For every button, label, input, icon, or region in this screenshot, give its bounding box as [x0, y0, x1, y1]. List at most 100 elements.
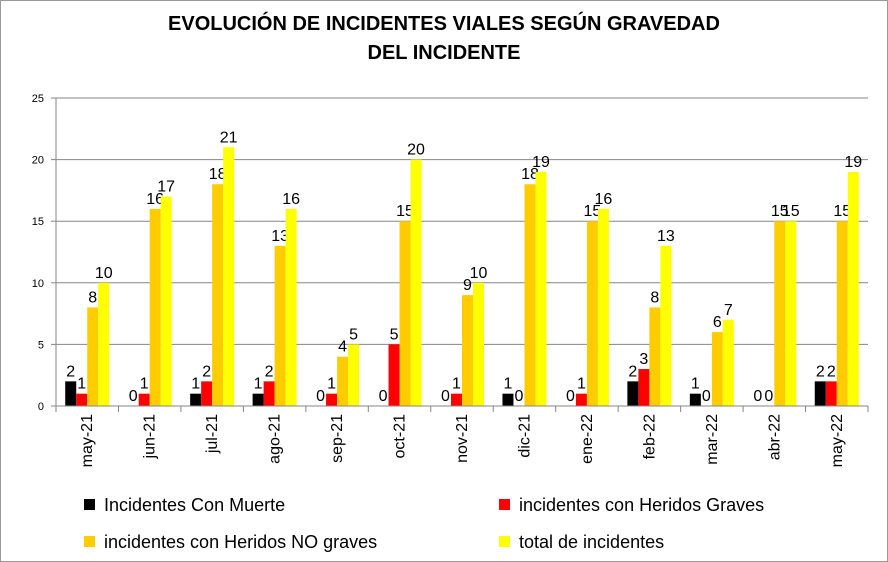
- x-tick-label: jun-21: [142, 414, 159, 460]
- bar: [388, 344, 400, 406]
- bar: [65, 381, 77, 406]
- data-label: 1: [191, 376, 200, 393]
- x-tick-label: jul-21: [204, 414, 221, 454]
- bar: [76, 393, 88, 406]
- data-label: 13: [657, 228, 675, 245]
- data-label: 19: [532, 154, 550, 171]
- bar: [535, 171, 547, 406]
- bar: [138, 393, 150, 406]
- x-tick-label: sep-21: [329, 414, 346, 463]
- data-label: 13: [271, 228, 289, 245]
- bar: [836, 221, 848, 406]
- bar: [502, 393, 514, 406]
- data-label: 0: [753, 388, 762, 405]
- bar: [638, 369, 650, 406]
- data-label: 2: [265, 363, 274, 380]
- data-label: 0: [129, 388, 138, 405]
- bar: [473, 282, 484, 406]
- data-label: 7: [724, 302, 733, 319]
- bar: [160, 196, 172, 406]
- bar: [223, 147, 235, 406]
- data-label: 0: [515, 388, 524, 405]
- data-label: 3: [639, 351, 648, 368]
- data-label: 0: [764, 388, 773, 405]
- data-label: 1: [452, 376, 461, 393]
- bar: [212, 184, 224, 406]
- bar: [462, 295, 473, 406]
- data-label: 6: [713, 314, 722, 331]
- data-label: 18: [209, 166, 227, 183]
- data-label: 1: [140, 376, 149, 393]
- x-tick-label: feb-22: [641, 414, 658, 459]
- bar: [785, 221, 797, 406]
- data-label: 5: [390, 326, 399, 343]
- bar: [263, 381, 275, 406]
- y-tick-label: 0: [38, 401, 44, 413]
- data-label: 2: [202, 363, 211, 380]
- bar: [348, 344, 360, 406]
- bar: [586, 221, 598, 406]
- bar: [451, 393, 462, 406]
- data-label: 2: [66, 363, 75, 380]
- bar: [524, 184, 536, 406]
- x-tick-label: ago-21: [267, 414, 284, 464]
- data-label: 10: [95, 265, 113, 282]
- data-label: 15: [396, 203, 414, 220]
- bar: [98, 282, 110, 406]
- data-label: 4: [338, 339, 347, 356]
- chart-title: EVOLUCIÓN DE INCIDENTES VIALES SEGÚN GRA…: [0, 10, 888, 68]
- x-tick-label: may-21: [79, 414, 96, 467]
- bar: [201, 381, 213, 406]
- chart-title-line-2: DEL INCIDENTE: [367, 42, 521, 64]
- bar: [87, 307, 99, 406]
- y-tick-label: 5: [38, 339, 44, 351]
- y-tick-label: 20: [32, 155, 44, 167]
- data-label: 0: [441, 388, 450, 405]
- data-label: 0: [566, 388, 575, 405]
- bar: [722, 319, 734, 406]
- x-tick-label: dic-21: [516, 414, 533, 458]
- data-label: 8: [650, 289, 659, 306]
- x-tick-label: abr-22: [766, 414, 783, 460]
- bar: [649, 307, 661, 406]
- data-label: 1: [254, 376, 263, 393]
- data-label: 15: [771, 203, 789, 220]
- chart-title-line-1: EVOLUCIÓN DE INCIDENTES VIALES SEGÚN GRA…: [168, 13, 720, 35]
- bar: [575, 393, 587, 406]
- data-label: 20: [407, 142, 425, 159]
- data-label: 2: [827, 363, 836, 380]
- x-tick-label: ene-22: [579, 414, 596, 464]
- bar: [274, 245, 286, 406]
- bar: [337, 356, 349, 406]
- bar: [410, 159, 422, 406]
- data-label: 2: [628, 363, 637, 380]
- x-tick-label: mar-22: [704, 414, 721, 465]
- data-label: 1: [327, 376, 336, 393]
- bar: [660, 245, 672, 406]
- data-label: 0: [702, 388, 711, 405]
- data-label: 18: [521, 166, 539, 183]
- bar: [597, 208, 609, 406]
- data-label: 16: [595, 191, 613, 208]
- y-tick-label: 15: [32, 216, 44, 228]
- bar: [627, 381, 639, 406]
- data-label: 8: [88, 289, 97, 306]
- bar: [190, 393, 202, 406]
- data-label: 2: [816, 363, 825, 380]
- bar: [774, 221, 786, 406]
- bar: [847, 171, 859, 406]
- bar: [814, 381, 826, 406]
- x-tick-label: nov-21: [454, 414, 471, 463]
- y-tick-label: 10: [32, 278, 44, 290]
- bar: [252, 393, 264, 406]
- y-tick-label: 25: [32, 93, 44, 105]
- data-label: 1: [577, 376, 586, 393]
- data-label: 1: [504, 376, 513, 393]
- bar: [149, 208, 161, 406]
- data-label: 0: [316, 388, 325, 405]
- data-label: 16: [146, 191, 164, 208]
- data-label: 10: [470, 265, 488, 282]
- data-label: 15: [584, 203, 602, 220]
